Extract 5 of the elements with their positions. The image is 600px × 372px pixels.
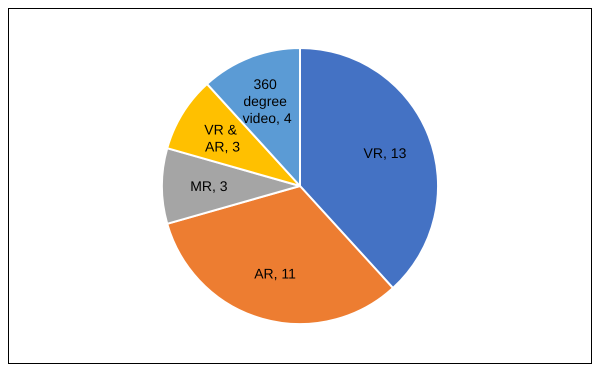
slice-label: 360 degree video, 4 — [242, 76, 292, 126]
slice-label: AR, 11 — [254, 266, 296, 282]
slice-label: VR, 13 — [364, 145, 407, 162]
slice-label: VR & AR, 3 — [204, 122, 241, 155]
slice-label: MR, 3 — [190, 178, 228, 194]
